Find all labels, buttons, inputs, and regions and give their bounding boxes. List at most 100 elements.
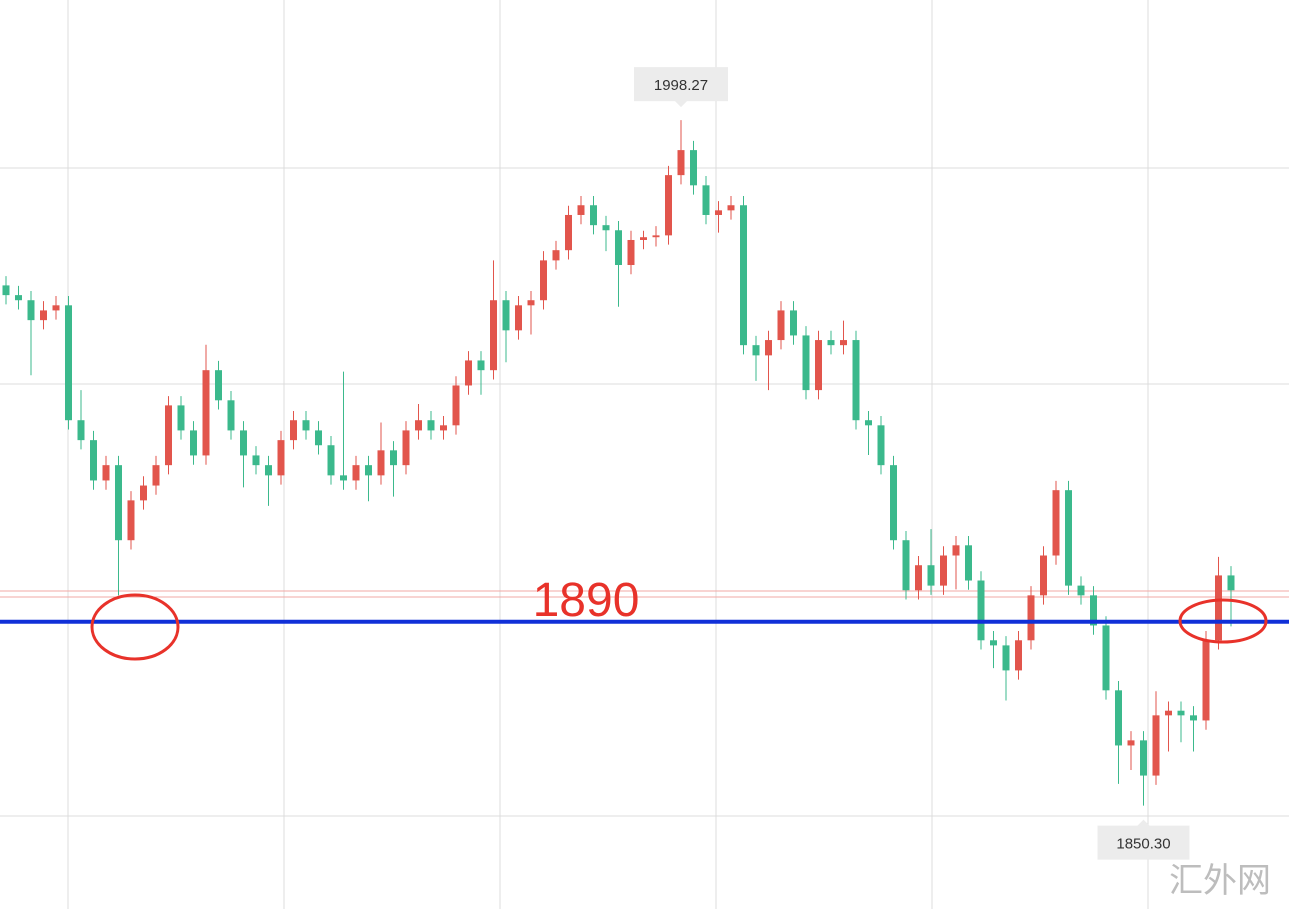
candle-body xyxy=(140,485,147,501)
candle-body xyxy=(990,640,997,646)
candle-body xyxy=(977,580,985,641)
candle-body xyxy=(190,430,197,456)
candle-body xyxy=(1215,575,1222,641)
candle-body xyxy=(1115,690,1122,746)
overlay: 1890 1998.27 1850.30 汇外网 xyxy=(0,67,1289,901)
candle-body xyxy=(52,305,60,311)
candle-body xyxy=(777,310,785,341)
candle-body xyxy=(2,285,10,296)
candle-body xyxy=(515,305,522,331)
candle-body xyxy=(790,310,797,336)
candle-body xyxy=(265,465,272,476)
candle-body xyxy=(1165,710,1172,716)
candle-body xyxy=(877,425,885,466)
candle-body xyxy=(552,250,560,261)
candle-body xyxy=(390,450,397,466)
max-label: 1998.27 xyxy=(654,77,708,94)
candle-body xyxy=(602,225,610,231)
candle-body xyxy=(252,455,260,466)
watermark: 汇外网 xyxy=(1169,861,1271,901)
candle-body xyxy=(465,360,472,386)
candle-body xyxy=(765,340,772,356)
candle-body xyxy=(377,450,385,476)
candle-body xyxy=(615,230,622,266)
candle-body xyxy=(340,475,347,481)
candle-body xyxy=(740,205,747,346)
candle-body xyxy=(227,400,235,431)
candle-body xyxy=(890,465,897,541)
candle-body xyxy=(115,465,122,541)
candle-body xyxy=(865,420,872,426)
candle-body xyxy=(1190,715,1197,721)
candle-body xyxy=(527,300,535,306)
candle-body xyxy=(965,545,972,581)
candle-body xyxy=(1040,555,1047,596)
candle-body xyxy=(77,420,85,441)
candle-body xyxy=(715,210,722,215)
candle-body xyxy=(727,205,735,211)
candle-body xyxy=(1027,595,1035,641)
candle-body xyxy=(452,385,460,426)
candle-body xyxy=(1177,710,1185,716)
candle-body xyxy=(177,405,185,431)
candle-body xyxy=(627,239,635,266)
highlight-circle xyxy=(90,593,180,661)
candle-body xyxy=(752,345,760,356)
candle-body xyxy=(577,205,585,215)
candle-body xyxy=(490,300,497,371)
candle-body xyxy=(15,295,22,301)
candle-body xyxy=(565,214,572,251)
candle-body xyxy=(215,370,222,401)
level-label: 1890 xyxy=(533,574,640,627)
candle-body xyxy=(502,300,510,331)
candles xyxy=(2,120,1235,806)
min-tooltip xyxy=(1097,819,1190,860)
candle-body xyxy=(815,340,822,391)
candle-body xyxy=(952,545,960,556)
candle-body xyxy=(902,540,910,591)
candle-body xyxy=(315,430,322,446)
candle-body xyxy=(152,465,160,486)
min-label: 1850.30 xyxy=(1116,836,1170,853)
candle-body xyxy=(590,205,597,226)
candle-body xyxy=(702,185,710,215)
candle-body xyxy=(940,555,947,586)
candle-body xyxy=(365,465,372,476)
candle-body xyxy=(802,335,810,391)
candle-body xyxy=(90,440,97,481)
candle-body xyxy=(1077,585,1085,596)
candle-body xyxy=(165,405,172,466)
candle-body xyxy=(277,440,285,476)
candle-body xyxy=(1140,740,1147,776)
candle-body xyxy=(915,565,922,591)
candle-body xyxy=(402,430,410,466)
candle-body xyxy=(665,175,672,236)
candle-body xyxy=(690,150,697,186)
candle-body xyxy=(1127,740,1135,746)
candle-body xyxy=(240,430,247,456)
candle-body xyxy=(290,420,297,441)
candle-body xyxy=(415,420,422,431)
candle-body xyxy=(302,420,310,431)
candle-body xyxy=(1065,490,1072,586)
candle-body xyxy=(127,500,135,541)
candle-body xyxy=(1090,595,1097,626)
candle-body xyxy=(427,420,435,431)
highlight-circle xyxy=(1178,598,1268,644)
candle-body xyxy=(352,465,360,481)
candle-body xyxy=(640,237,647,240)
candle-body xyxy=(677,150,685,176)
candle-body xyxy=(1052,490,1060,556)
candle-body xyxy=(1102,625,1110,691)
candle-body xyxy=(27,300,35,321)
candle-body xyxy=(1015,640,1022,671)
candle-body xyxy=(440,425,447,431)
candle-body xyxy=(652,235,660,238)
candle-body xyxy=(202,370,210,456)
candle-body xyxy=(827,340,835,346)
candle-body xyxy=(927,565,935,586)
candle-body xyxy=(852,340,860,421)
candle-body xyxy=(540,260,547,301)
